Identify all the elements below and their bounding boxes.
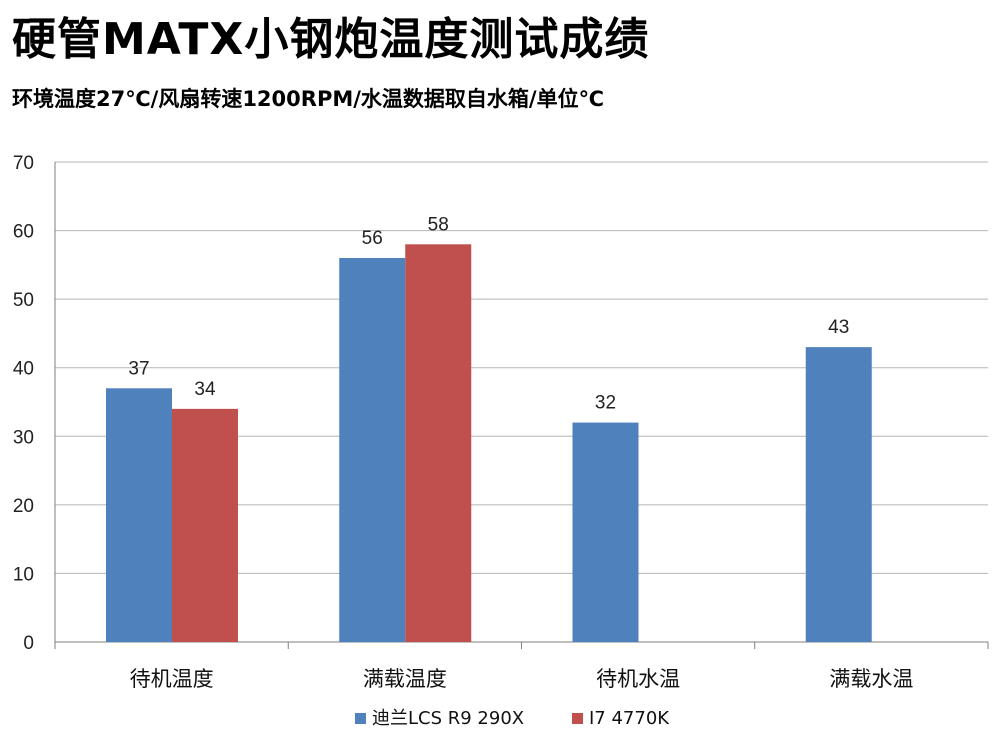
- legend-label: I7 4770K: [589, 708, 670, 729]
- chart-subtitle: 环境温度27℃/风扇转速1200RPM/水温数据取自水箱/单位℃: [12, 87, 604, 111]
- data-label: 56: [362, 228, 383, 249]
- category-label: 待机水温: [596, 667, 680, 691]
- y-tick-label: 60: [13, 222, 34, 243]
- data-label: 43: [828, 317, 849, 338]
- bar: [405, 244, 472, 643]
- bar: [572, 422, 639, 642]
- legend-label: 迪兰LCS R9 290X: [372, 708, 524, 729]
- chart-title: 硬管MATX小钢炮温度测试成绩: [12, 14, 650, 65]
- y-tick-label: 20: [13, 496, 34, 517]
- y-tick-label: 0: [23, 633, 34, 654]
- y-tick-label: 70: [13, 153, 34, 174]
- y-tick-label: 40: [13, 359, 34, 380]
- bar: [172, 408, 238, 642]
- y-tick-label: 30: [13, 427, 34, 448]
- y-tick-label: 50: [13, 290, 34, 311]
- bar: [805, 347, 872, 642]
- data-label: 37: [128, 358, 149, 379]
- data-label: 58: [428, 214, 449, 235]
- legend-swatch: [572, 713, 583, 724]
- bar: [339, 258, 406, 642]
- category-label: 满载水温: [829, 667, 913, 691]
- bar: [106, 388, 172, 642]
- data-label: 32: [595, 393, 616, 414]
- legend-swatch: [355, 713, 366, 724]
- category-label: 满载温度: [363, 667, 447, 691]
- data-label: 34: [194, 379, 216, 400]
- category-label: 待机温度: [130, 667, 214, 691]
- y-tick-label: 10: [13, 564, 34, 585]
